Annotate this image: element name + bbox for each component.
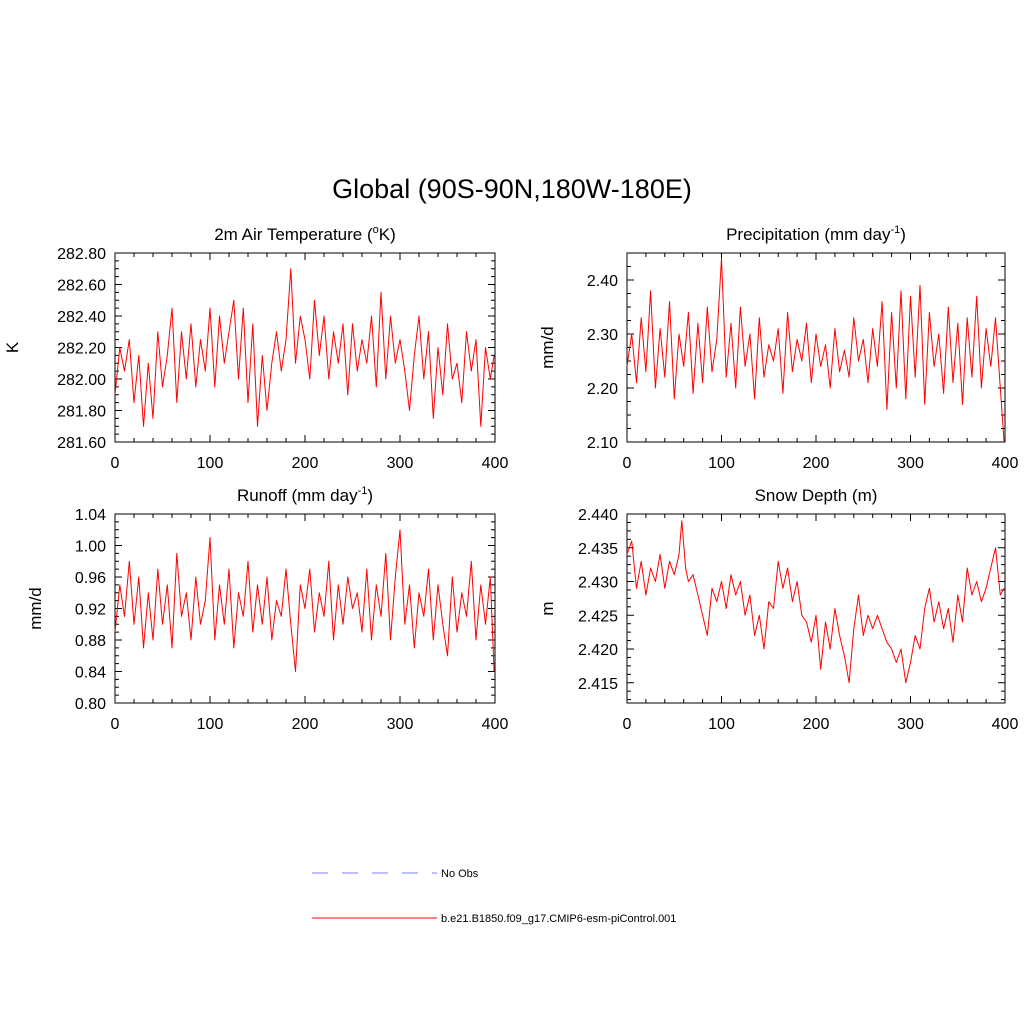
- x-tick-label: 0: [623, 455, 632, 472]
- y-tick-label: 2.435: [578, 541, 618, 558]
- x-tick-label: 300: [897, 455, 924, 472]
- x-tick-label: 200: [803, 716, 830, 733]
- panel-title-main: Snow Depth (m): [755, 486, 878, 505]
- x-tick-label: 400: [482, 716, 509, 733]
- panel-title: Snow Depth (m): [755, 486, 878, 505]
- legend-model-label: b.e21.B1850.f09_g17.CMIP6-esm-piControl.…: [441, 913, 676, 925]
- x-tick-label: 100: [708, 455, 735, 472]
- y-axis-label: mm/d: [538, 326, 557, 369]
- panel-title: Precipitation (mm day-1): [726, 224, 906, 244]
- y-tick-label: 0.96: [75, 570, 106, 587]
- y-tick-label: 281.80: [57, 404, 106, 421]
- y-tick-label: 282.60: [57, 278, 106, 295]
- x-tick-label: 200: [292, 716, 319, 733]
- series-line: [114, 268, 495, 427]
- panel-runoff: 0 100 200 300 400 0.80 0.84 0.88 0.92 0.96 1.00 1.0…: [26, 485, 508, 733]
- x-tick-label: 300: [897, 716, 924, 733]
- y-axis-label: m: [538, 601, 557, 615]
- y-tick-label: 2.40: [587, 273, 618, 290]
- plot-frame: [626, 252, 1006, 443]
- series-line: [626, 520, 1005, 684]
- x-tick-label: 400: [992, 716, 1019, 733]
- panel-title-tail: ): [900, 225, 906, 244]
- legend: No Obs b.e21.B1850.f09_g17.CMIP6-esm-piC…: [312, 868, 676, 925]
- y-tick-label: 0.92: [75, 602, 106, 619]
- panel-temperature: 0 100 200 300 400 281.60 281.80 282.00 282.20 282…: [3, 224, 508, 472]
- y-tick-label: 1.00: [75, 539, 106, 556]
- panel-title-superscript: -1: [890, 224, 900, 236]
- y-tick-label: 2.20: [587, 381, 618, 398]
- panel-title-superscript: -1: [358, 485, 368, 497]
- y-tick-label: 0.80: [75, 696, 106, 713]
- y-tick-label: 2.30: [587, 327, 618, 344]
- y-axis-label: K: [3, 341, 22, 353]
- panel-title-tail: K): [379, 225, 396, 244]
- x-tick-label: 400: [992, 455, 1019, 472]
- x-tick-label: 400: [482, 455, 509, 472]
- y-tick-label: 2.440: [578, 507, 618, 524]
- x-tick-label: 0: [623, 716, 632, 733]
- x-tick-label: 100: [197, 455, 224, 472]
- y-axis-label: mm/d: [26, 587, 45, 630]
- y-tick-label: 281.60: [57, 435, 106, 452]
- legend-obs-label: No Obs: [441, 868, 479, 880]
- panels: 0 100 200 300 400 281.60 281.80 282.00 282.20 282…: [3, 224, 1018, 733]
- panel-title-main: Precipitation (mm day: [726, 225, 891, 244]
- panel-title-main: 2m Air Temperature (: [214, 225, 373, 244]
- panel-title: Runoff (mm day-1): [237, 485, 373, 505]
- x-tick-label: 200: [292, 455, 319, 472]
- panel-snow-depth: 0 100 200 300 400 2.415 2.420 2.425 2.430 2.435 2.…: [538, 486, 1018, 733]
- y-tick-label: 0.88: [75, 633, 106, 650]
- x-tick-label: 0: [111, 716, 120, 733]
- y-tick-label: 282.40: [57, 309, 106, 326]
- x-tick-label: 300: [387, 716, 414, 733]
- x-tick-label: 100: [197, 716, 224, 733]
- x-tick-label: 0: [111, 455, 120, 472]
- y-tick-label: 2.415: [578, 676, 618, 693]
- panel-title-superscript: o: [373, 224, 379, 236]
- panel-title-tail: ): [367, 486, 373, 505]
- y-tick-label: 1.04: [75, 507, 106, 524]
- x-tick-label: 300: [387, 455, 414, 472]
- y-tick-label: 282.00: [57, 372, 106, 389]
- series-line: [114, 529, 495, 672]
- x-tick-label: 100: [708, 716, 735, 733]
- panel-precipitation: 0 100 200 300 400 2.10 2.20 2.30 2.40 mm/d Precipi…: [538, 224, 1018, 472]
- y-tick-label: 282.20: [57, 341, 106, 358]
- figure-title: Global (90S-90N,180W-180E): [332, 174, 692, 204]
- y-tick-label: 0.84: [75, 665, 106, 682]
- series-line: [626, 257, 1005, 443]
- y-tick-label: 2.10: [587, 435, 618, 452]
- y-tick-label: 2.430: [578, 575, 618, 592]
- panel-title: 2m Air Temperature (oK): [214, 224, 396, 244]
- y-tick-label: 2.425: [578, 608, 618, 625]
- y-tick-label: 282.80: [57, 246, 106, 263]
- y-tick-label: 2.420: [578, 642, 618, 659]
- x-tick-label: 200: [803, 455, 830, 472]
- panel-title-main: Runoff (mm day: [237, 486, 358, 505]
